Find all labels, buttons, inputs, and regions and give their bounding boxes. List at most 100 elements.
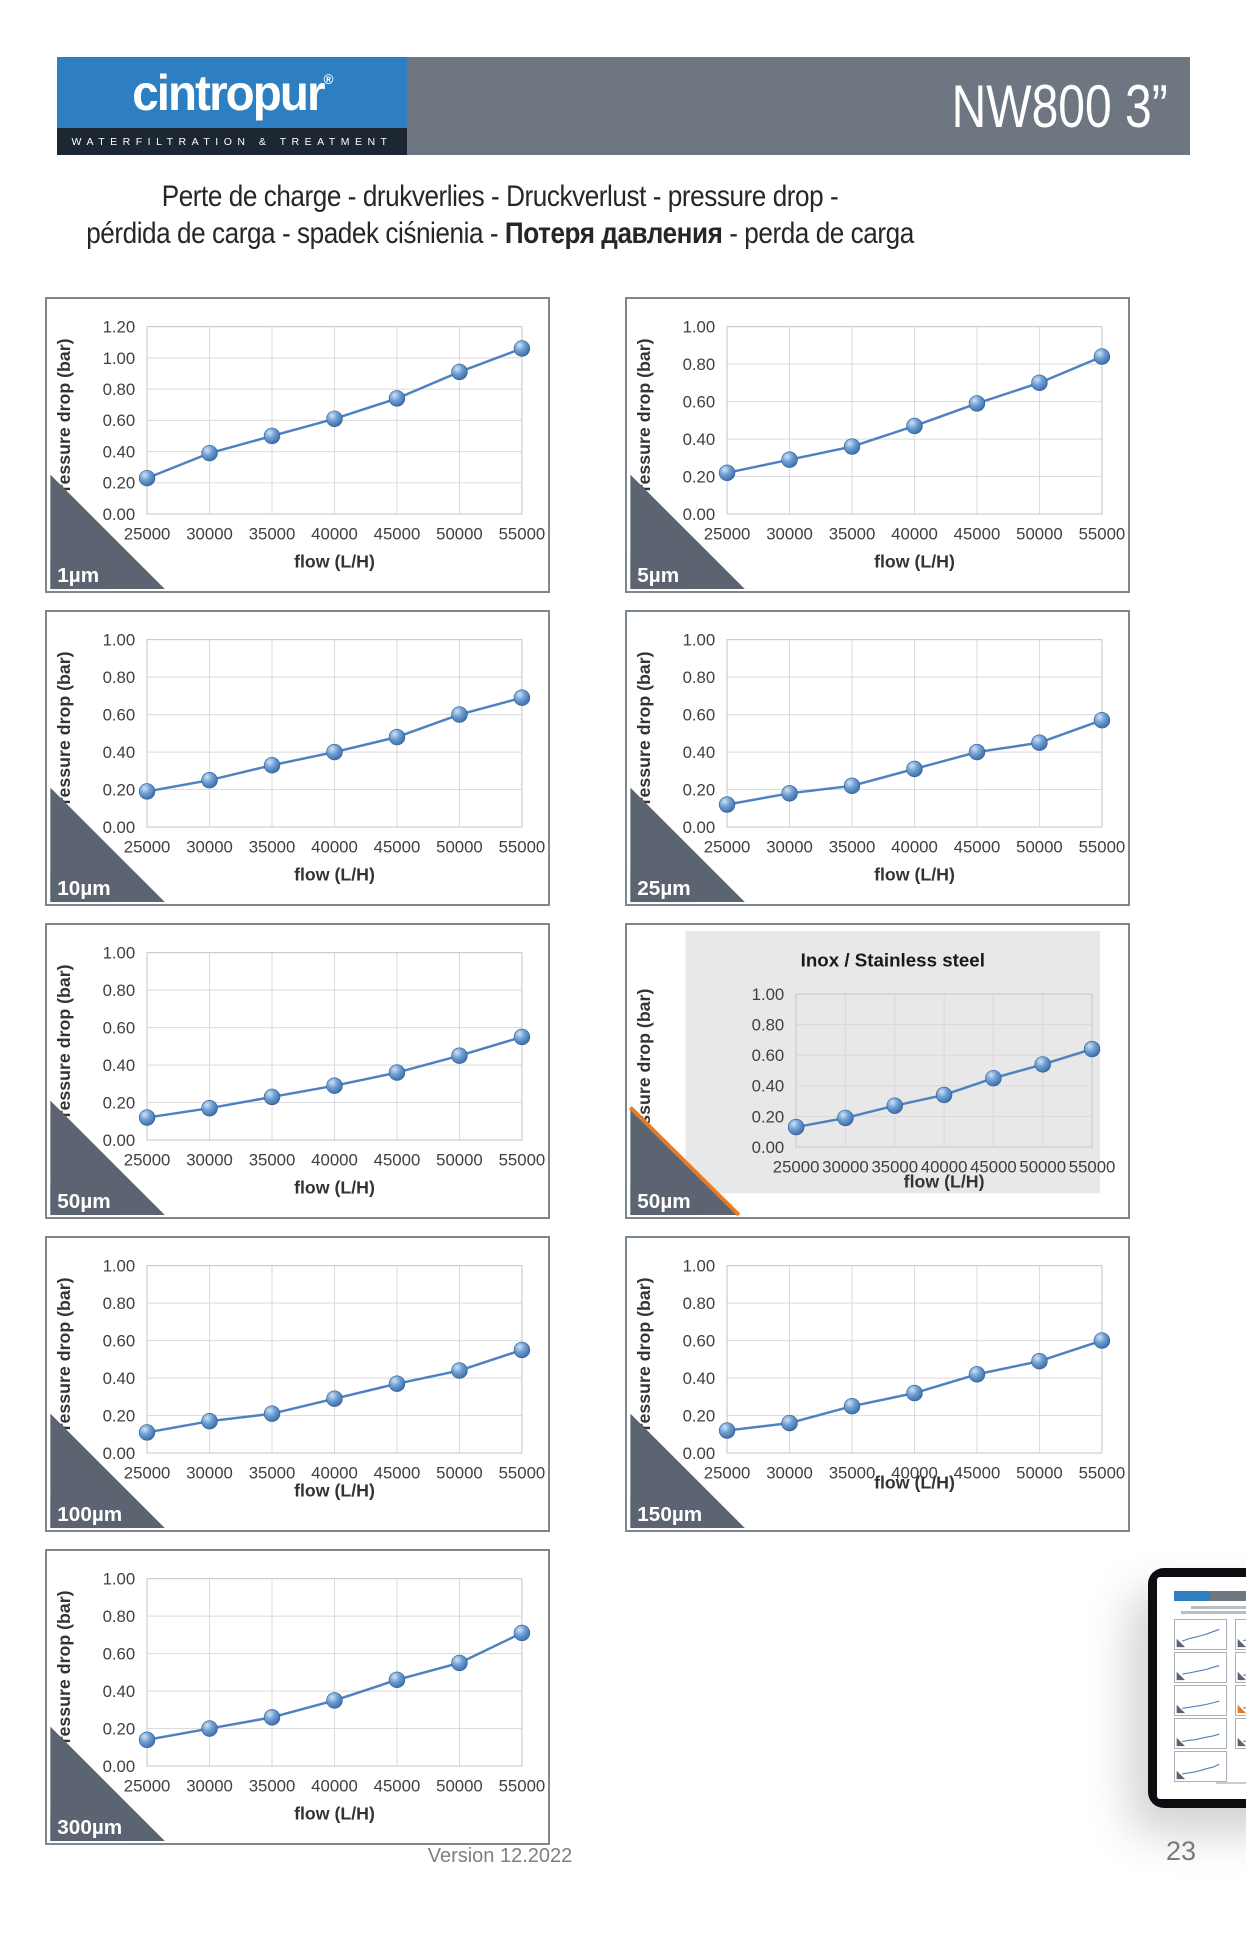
x-tick-label: 30000: [766, 525, 813, 544]
y-tick-label: 0.00: [103, 1444, 136, 1463]
data-point: [388, 1671, 406, 1689]
x-tick-label: 35000: [871, 1158, 918, 1177]
data-point: [1031, 734, 1048, 751]
x-tick-label: 55000: [499, 1151, 546, 1170]
y-tick-label: 0.80: [683, 1294, 716, 1313]
x-tick-label: 45000: [374, 525, 421, 544]
y-tick-label: 0.00: [683, 505, 716, 524]
y-tick-label: 0.00: [103, 1757, 136, 1776]
data-point: [326, 1390, 343, 1407]
x-axis-title: flow (L/H): [294, 1480, 375, 1500]
x-tick-label: 30000: [822, 1158, 869, 1177]
data-point: [451, 1362, 468, 1379]
mini-title-line: [1191, 1606, 1246, 1609]
y-tick-label: 0.20: [103, 780, 136, 799]
x-tick-label: 45000: [374, 838, 421, 857]
x-tick-label: 30000: [186, 1777, 233, 1796]
y-tick-label: 1.00: [683, 631, 716, 650]
logo-tagline: WATERFILTRATION & TREATMENT: [57, 128, 407, 155]
y-tick-label: 0.80: [103, 981, 136, 1000]
chart-25um: 1.00 0.80 0.60 0.40 0.20 0.00 25000 30000 35000 4…: [625, 610, 1130, 906]
x-axis-title: flow (L/H): [874, 1473, 955, 1493]
y-tick-label: 0.40: [752, 1077, 785, 1096]
data-point: [781, 1414, 798, 1432]
y-tick-label: 0.20: [683, 467, 716, 486]
y-tick-label: 0.80: [752, 1016, 785, 1035]
y-axis-title: pressure drop (bar): [54, 964, 74, 1128]
y-tick-label: 0.40: [683, 1369, 716, 1388]
data-point: [1093, 348, 1111, 365]
x-axis-title: flow (L/H): [294, 1803, 375, 1823]
mini-chart: [1174, 1619, 1227, 1650]
x-axis-title: flow (L/H): [294, 864, 375, 884]
y-tick-label: 0.40: [683, 743, 716, 762]
x-tick-label: 55000: [499, 838, 546, 857]
model-bar: NW800 3”: [407, 57, 1190, 155]
x-tick-label: 30000: [766, 838, 813, 857]
data-point: [513, 1028, 531, 1046]
x-tick-label: 45000: [954, 525, 1001, 544]
data-point: [138, 1109, 156, 1126]
y-tick-label: 1.00: [103, 944, 136, 963]
data-point: [138, 1731, 156, 1749]
y-tick-label: 0.60: [103, 1019, 136, 1038]
y-tick-label: 0.40: [103, 743, 136, 762]
mini-chart: [1235, 1685, 1246, 1716]
data-point: [201, 772, 218, 789]
x-tick-label: 55000: [499, 1777, 546, 1796]
x-axis-title: flow (L/H): [904, 1171, 985, 1191]
x-tick-label: 45000: [374, 1151, 421, 1170]
chart-1um: 1.20 1.00 0.80 0.60 0.40 0.20 0.00 25000 30000 35…: [45, 297, 550, 593]
chart-10um: 1.00 0.80 0.60 0.40 0.20 0.00 25000 30000 35000 4…: [45, 610, 550, 906]
y-tick-label: 1.00: [103, 1257, 136, 1276]
y-tick-label: 0.40: [103, 442, 136, 461]
y-axis-title: pressure drop (bar): [54, 1277, 74, 1441]
y-axis-title: pressure drop (bar): [634, 338, 654, 502]
y-tick-label: 0.60: [103, 1332, 136, 1351]
page-number: 23: [1165, 1836, 1197, 1866]
data-point: [718, 464, 736, 482]
x-tick-label: 40000: [311, 1151, 358, 1170]
y-tick-label: 0.80: [103, 1294, 136, 1313]
x-tick-label: 25000: [773, 1158, 820, 1177]
data-point: [451, 1047, 468, 1064]
micron-label: 25µm: [637, 877, 690, 900]
x-tick-label: 35000: [249, 1464, 296, 1483]
x-tick-label: 55000: [1079, 838, 1126, 857]
y-tick-label: 0.60: [683, 706, 716, 725]
data-point: [388, 728, 406, 746]
x-tick-label: 35000: [249, 838, 296, 857]
data-point: [781, 785, 798, 802]
x-tick-label: 55000: [1079, 525, 1126, 544]
micron-label: 10µm: [57, 877, 110, 900]
y-axis-title: pressure drop (bar): [54, 338, 74, 502]
y-tick-label: 1.00: [103, 1570, 136, 1589]
x-axis-title: flow (L/H): [874, 864, 955, 884]
mini-chart-svg: [1237, 1737, 1246, 1747]
x-tick-label: 45000: [374, 1777, 421, 1796]
tablet-mini-page: [1169, 1586, 1246, 1790]
x-tick-label: 40000: [311, 525, 358, 544]
chart-50um: 1.00 0.80 0.60 0.40 0.20 0.00 25000 30000 35000 4…: [45, 923, 550, 1219]
y-axis-title: pressure drop (bar): [634, 1277, 654, 1441]
data-point: [906, 760, 923, 778]
y-tick-label: 0.60: [683, 1332, 716, 1351]
data-point: [837, 1109, 854, 1127]
data-point: [513, 689, 531, 706]
x-tick-label: 50000: [436, 838, 483, 857]
x-tick-label: 30000: [766, 1464, 813, 1483]
x-tick-label: 50000: [436, 525, 483, 544]
mini-chart-svg: [1237, 1638, 1246, 1648]
y-tick-label: 1.00: [103, 349, 136, 368]
y-tick-label: 0.80: [683, 355, 716, 374]
data-point: [388, 1064, 406, 1081]
y-axis-title: pressure drop (bar): [634, 651, 654, 815]
micron-label: 5µm: [637, 564, 679, 587]
data-point: [451, 1654, 468, 1672]
mini-chart: [1235, 1652, 1246, 1683]
